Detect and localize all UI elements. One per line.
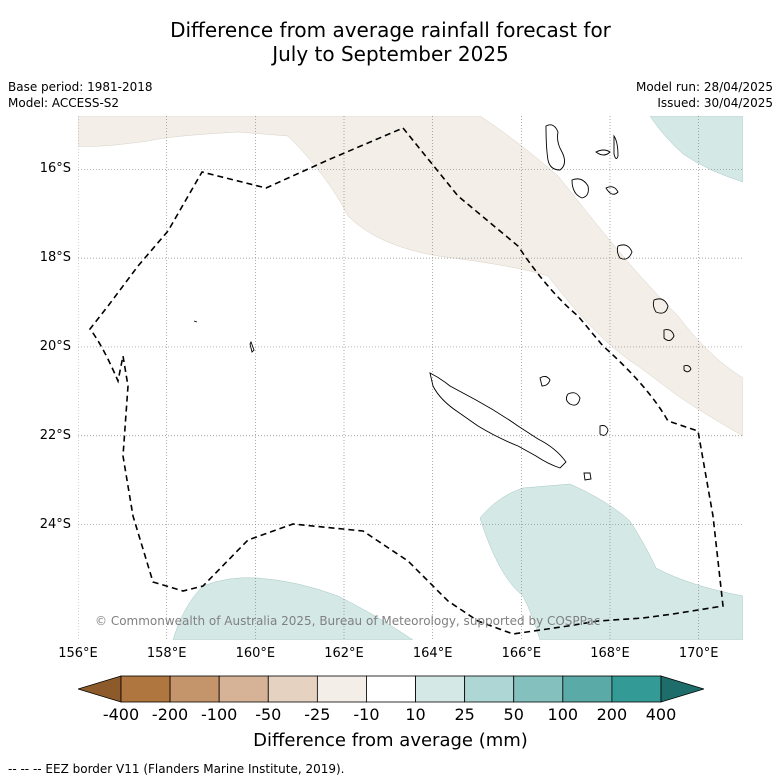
colorbar-segment <box>611 675 662 703</box>
colorbar-tick-label: 200 <box>596 705 628 724</box>
colorbar-segment <box>218 675 269 703</box>
lat-tick-label: 16°S <box>39 161 71 177</box>
colorbar-tick-label: 400 <box>645 705 677 724</box>
lon-tick-label: 166°E <box>501 646 542 661</box>
coast-malekula <box>571 178 589 199</box>
coast-loyalty-mare <box>599 425 609 436</box>
lon-tick-label: 156°E <box>58 646 98 661</box>
coast-isle-of-pines <box>583 472 592 481</box>
coast-loyalty-lifou <box>565 392 581 406</box>
colorbar-tick-label: -400 <box>102 705 140 724</box>
colorbar-tick-label: -25 <box>304 705 331 724</box>
colorbar-segment <box>415 675 466 703</box>
lon-tick-label: 162°E <box>324 646 364 661</box>
model-name: Model: ACCESS-S2 <box>8 96 120 110</box>
colorbar-tick-label: 100 <box>547 705 579 724</box>
map-svg <box>78 116 743 640</box>
coast-rennell-islet <box>249 340 255 353</box>
lat-tick-label: 18°S <box>39 250 71 266</box>
lon-tick-label: 164°E <box>412 646 453 661</box>
coast-aneityum <box>683 364 692 373</box>
title-line-1: Difference from average rainfall forecas… <box>170 18 611 42</box>
coast-espiritu-santo <box>545 124 565 171</box>
model-run: Model run: 28/04/2025 <box>635 80 773 94</box>
coastlines <box>193 124 692 481</box>
base-period: Base period: 1981-2018 <box>8 80 153 94</box>
colorbar-segment <box>464 675 515 703</box>
colorbar-segment <box>267 675 318 703</box>
coast-loyalty-ouvea <box>539 375 551 387</box>
eez-footnote: -- -- -- EEZ border V11 (Flanders Marine… <box>8 762 345 776</box>
colorbar-tick-label: 50 <box>503 705 524 724</box>
colorbar-segment <box>169 675 220 703</box>
colorbar-tick-label: -50 <box>255 705 282 724</box>
colorbar-tick-label: -10 <box>353 705 380 724</box>
lon-tick-label: 170°E <box>678 646 719 661</box>
map-title: Difference from average rainfall forecas… <box>0 18 781 66</box>
metadata-left: Base period: 1981-2018 Model: ACCESS-S2 <box>8 79 153 111</box>
copyright-credit: © Commonwealth of Australia 2025, Bureau… <box>95 614 601 628</box>
lon-tick-label: 168°E <box>590 646 630 661</box>
coast-maewo <box>613 134 619 159</box>
colorbar-segment <box>562 675 613 703</box>
coast-efate <box>616 244 633 260</box>
map-panel <box>78 116 743 640</box>
colorbar <box>78 675 704 703</box>
colorbar-tick-label: -200 <box>151 705 189 724</box>
coast-ambae <box>595 149 611 156</box>
coast-tanna <box>663 329 675 341</box>
lon-tick-label: 158°E <box>146 646 187 661</box>
lat-tick-label: 22°S <box>39 427 71 443</box>
metadata-right: Model run: 28/04/2025 Issued: 30/04/2025 <box>636 79 773 111</box>
colorbar-segment <box>120 675 171 703</box>
eez-border <box>88 127 724 635</box>
colorbar-tick-label: 10 <box>405 705 426 724</box>
lon-tick-label: 160°E <box>235 646 276 661</box>
colorbar-segment <box>316 675 367 703</box>
wet-anomaly-region-northeast <box>649 116 743 183</box>
colorbar-tick-label: -100 <box>201 705 238 724</box>
colorbar-segment <box>366 675 416 703</box>
lat-tick-label: 24°S <box>39 516 71 532</box>
colorbar-extend-low <box>78 675 122 703</box>
coast-ambrym <box>605 186 619 195</box>
issued-date: Issued: 30/04/2025 <box>657 96 773 110</box>
graticule <box>78 116 743 640</box>
colorbar-extend-high <box>660 675 704 703</box>
colorbar-tick-label: 25 <box>454 705 475 724</box>
lat-tick-label: 20°S <box>39 338 71 354</box>
coast-new-caledonia <box>429 372 567 469</box>
coast-chesterfield <box>193 320 198 323</box>
colorbar-segment <box>513 675 564 703</box>
title-line-2: July to September 2025 <box>272 42 509 66</box>
wet-anomaly-region-southwest <box>172 577 414 640</box>
colorbar-title: Difference from average (mm) <box>253 730 528 751</box>
wet-anomaly-region-southeast <box>479 483 743 640</box>
coast-erromango <box>652 298 669 314</box>
